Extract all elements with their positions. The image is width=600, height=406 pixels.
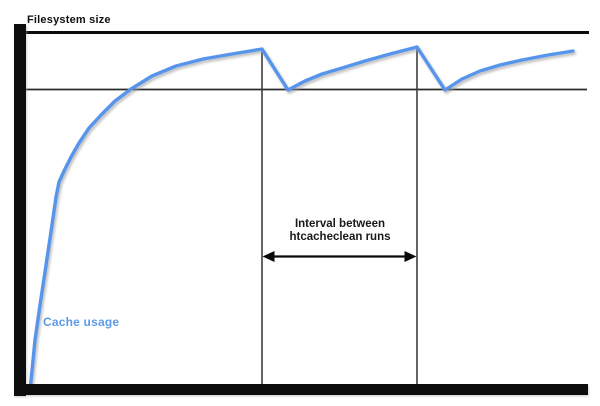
cache-usage-curve: [28, 45, 575, 393]
x-axis-bar: [14, 384, 588, 395]
y-axis-bar: [14, 24, 26, 396]
interval-arrow-head-left: [262, 251, 275, 262]
interval-arrow-head-right: [404, 251, 417, 262]
interval-arrow: [262, 251, 417, 262]
cache-usage-label: Cache usage: [43, 315, 120, 329]
axes: [14, 24, 588, 396]
interval-label-line2: htcacheclean runs: [289, 231, 391, 243]
filesystem-size-label: Filesystem size: [27, 14, 111, 26]
interval-label: Interval between htcacheclean runs: [262, 218, 418, 244]
interval-label-line1: Interval between: [294, 218, 386, 230]
